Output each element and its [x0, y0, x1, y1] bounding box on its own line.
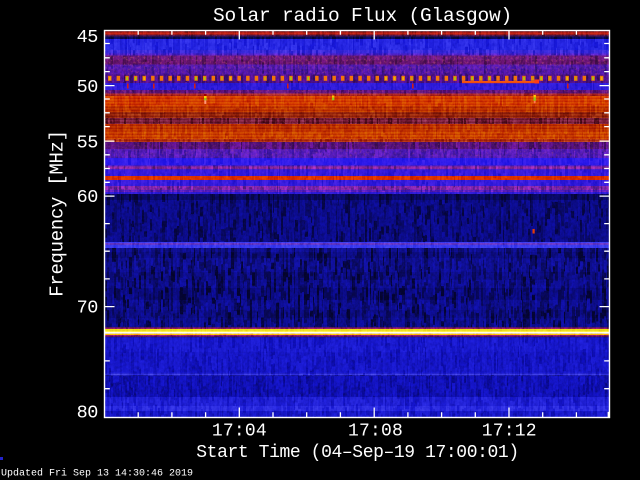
- svg-text:Frequency [MHz]: Frequency [MHz]: [47, 130, 69, 297]
- svg-text:17:12: 17:12: [482, 422, 537, 442]
- svg-text:45: 45: [77, 27, 98, 48]
- svg-text:Updated Fri Sep 13 14:30:46 20: Updated Fri Sep 13 14:30:46 2019: [1, 467, 193, 479]
- svg-text:Start Time (04–Sep–19 17:00:01: Start Time (04–Sep–19 17:00:01): [196, 443, 518, 463]
- svg-text:70: 70: [77, 298, 98, 319]
- svg-text:17:08: 17:08: [348, 422, 403, 442]
- svg-text:50: 50: [77, 77, 98, 98]
- svg-text:60: 60: [77, 187, 98, 208]
- svg-text:55: 55: [77, 132, 98, 153]
- svg-text:17:04: 17:04: [212, 422, 267, 442]
- svg-text:80: 80: [77, 402, 98, 423]
- svg-text:Solar radio Flux (Glasgow): Solar radio Flux (Glasgow): [213, 5, 512, 27]
